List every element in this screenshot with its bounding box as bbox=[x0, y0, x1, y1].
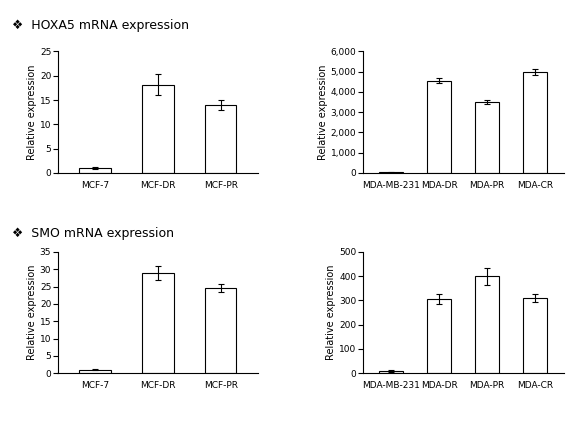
Y-axis label: Relative expression: Relative expression bbox=[27, 64, 37, 160]
Text: ❖  HOXA5 mRNA expression: ❖ HOXA5 mRNA expression bbox=[12, 19, 189, 32]
Text: ❖  SMO mRNA expression: ❖ SMO mRNA expression bbox=[12, 227, 174, 240]
Bar bbox=[523, 298, 547, 373]
Bar bbox=[475, 102, 499, 173]
Bar bbox=[142, 85, 174, 173]
Bar bbox=[205, 105, 236, 173]
Y-axis label: Relative expression: Relative expression bbox=[27, 265, 37, 360]
Bar bbox=[205, 288, 236, 373]
Bar bbox=[79, 168, 111, 173]
Y-axis label: Relative expression: Relative expression bbox=[318, 64, 328, 160]
Bar bbox=[523, 72, 547, 173]
Bar bbox=[380, 172, 403, 173]
Bar bbox=[79, 370, 111, 373]
Bar bbox=[380, 371, 403, 373]
Bar bbox=[427, 299, 451, 373]
Bar bbox=[427, 81, 451, 173]
Bar bbox=[475, 276, 499, 373]
Bar bbox=[142, 273, 174, 373]
Y-axis label: Relative expression: Relative expression bbox=[327, 265, 336, 360]
